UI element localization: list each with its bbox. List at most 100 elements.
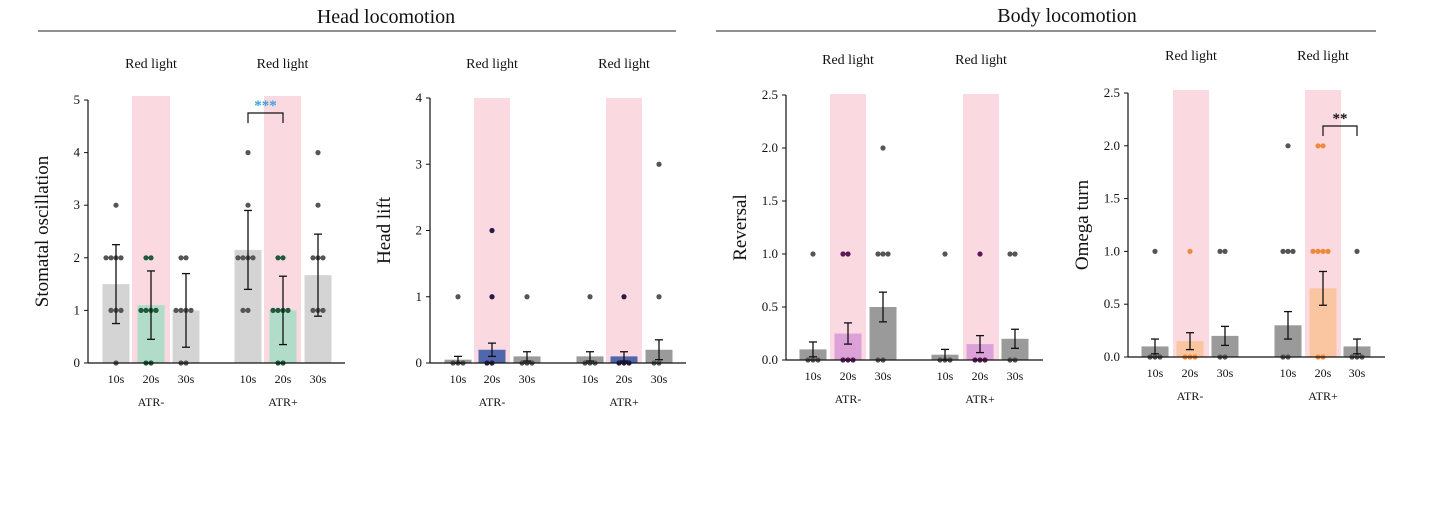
significance-marker-1: ** xyxy=(1333,111,1348,127)
data-point-ATR--30s xyxy=(178,255,184,261)
data-point-ATR+-30s xyxy=(656,294,662,300)
category-label-30s: 30s xyxy=(651,372,668,386)
red-light-label-2: Red light xyxy=(257,57,309,72)
y-tick-label: 2.5 xyxy=(762,87,778,102)
data-point-ATR--10s xyxy=(113,202,119,208)
data-point-ATR--30s xyxy=(875,251,881,257)
y-tick-label: 5 xyxy=(74,92,81,107)
data-point-ATR--30s xyxy=(178,307,184,313)
red-light-label-2: Red light xyxy=(598,57,650,72)
red-light-label-1: Red light xyxy=(466,57,518,72)
data-point-ATR--30s xyxy=(524,294,530,300)
data-point-ATR--20s xyxy=(148,255,154,261)
data-point-ATR+-20s xyxy=(1320,143,1326,149)
significance-bracket-1 xyxy=(247,112,284,123)
data-point-ATR+-10s xyxy=(587,294,593,300)
category-label-20s: 20s xyxy=(972,369,989,383)
data-point-ATR--30s xyxy=(885,251,891,257)
data-point-ATR+-30s xyxy=(315,202,321,208)
data-point-ATR+-10s xyxy=(942,251,948,257)
data-point-ATR--30s xyxy=(1217,248,1223,254)
data-point-ATR--30s xyxy=(188,307,194,313)
data-point-ATR--10s xyxy=(118,307,124,313)
red-light-label-1: Red light xyxy=(125,57,177,72)
data-point-ATR+-20s xyxy=(977,251,983,257)
data-point-ATR+-10s xyxy=(1290,248,1296,254)
y-tick-label: 0.5 xyxy=(1104,296,1120,311)
category-label-30s: 30s xyxy=(178,372,195,386)
category-label-20s: 20s xyxy=(840,369,857,383)
data-point-ATR+-20s xyxy=(285,307,291,313)
y-tick-label: 2 xyxy=(416,223,423,238)
red-light-region-1 xyxy=(1173,90,1209,357)
data-point-ATR+-10s xyxy=(1280,248,1286,254)
data-point-ATR--20s xyxy=(489,227,495,234)
data-point-ATR+-30s xyxy=(1007,251,1013,257)
y-tick-label: 3 xyxy=(74,197,81,212)
category-label-20s: 20s xyxy=(143,372,160,386)
bar-ATR+-30s xyxy=(1001,338,1029,360)
red-light-label-1: Red light xyxy=(1165,49,1217,64)
data-point-ATR+-30s xyxy=(320,307,326,313)
y-tick-label: 0.5 xyxy=(762,299,778,314)
data-point-ATR--20s xyxy=(1187,248,1193,254)
section-title-head-locomotion: Head locomotion xyxy=(317,6,455,28)
data-point-ATR+-10s xyxy=(240,307,246,313)
group-label-ATR+: ATR+ xyxy=(965,392,995,406)
category-label-30s: 30s xyxy=(1349,366,1366,380)
y-tick-label: 1 xyxy=(74,302,81,317)
data-point-ATR--20s xyxy=(845,251,851,257)
data-point-ATR+-20s xyxy=(270,307,276,313)
data-point-ATR--20s xyxy=(840,251,846,257)
data-point-ATR--20s xyxy=(138,307,144,313)
y-tick-label: 4 xyxy=(74,145,81,160)
y-tick-label: 1.0 xyxy=(1104,243,1120,258)
red-light-region-2 xyxy=(606,98,642,363)
y-axis-label: Omega turn xyxy=(1072,179,1093,270)
y-tick-label: 0 xyxy=(416,355,423,370)
data-point-ATR+-10s xyxy=(245,150,251,156)
data-point-ATR+-30s xyxy=(320,255,326,261)
data-point-ATR+-20s xyxy=(275,255,281,261)
category-label-20s: 20s xyxy=(1315,366,1332,380)
data-point-ATR+-20s xyxy=(621,294,627,300)
data-point-ATR--10s xyxy=(1152,248,1158,254)
category-label-10s: 10s xyxy=(240,372,257,386)
y-axis-label: Stomatal oscillation xyxy=(32,155,53,307)
red-light-label-2: Red light xyxy=(1297,49,1349,64)
data-point-ATR--10s xyxy=(118,255,124,261)
chart-panel-3: Red light Red light 10s 20s 30s ATR- 10s 20s 30s… xyxy=(730,53,1043,406)
category-label-10s: 10s xyxy=(582,372,599,386)
data-point-ATR+-20s xyxy=(1325,248,1331,254)
category-label-30s: 30s xyxy=(1007,369,1024,383)
category-label-10s: 10s xyxy=(1280,366,1297,380)
category-label-30s: 30s xyxy=(1217,366,1234,380)
data-point-ATR--30s xyxy=(880,251,886,257)
data-point-ATR+-10s xyxy=(1285,143,1291,149)
category-label-20s: 20s xyxy=(484,372,501,386)
data-point-ATR+-30s xyxy=(1012,251,1018,257)
data-point-ATR--30s xyxy=(880,145,886,151)
data-point-ATR--10s xyxy=(455,294,461,300)
group-label-ATR+: ATR+ xyxy=(1308,389,1338,403)
data-point-ATR+-10s xyxy=(250,255,256,261)
category-label-10s: 10s xyxy=(108,372,125,386)
data-point-ATR+-10s xyxy=(1285,248,1291,254)
category-label-30s: 30s xyxy=(310,372,327,386)
y-tick-label: 1.0 xyxy=(762,246,778,261)
bar-ATR--30s xyxy=(1211,335,1239,357)
category-label-10s: 10s xyxy=(937,369,954,383)
data-point-ATR+-20s xyxy=(280,255,286,261)
group-label-ATR+: ATR+ xyxy=(268,395,298,409)
group-label-ATR-: ATR- xyxy=(479,395,506,409)
data-point-ATR+-10s xyxy=(235,255,241,261)
data-point-ATR+-30s xyxy=(310,255,316,261)
red-light-label-1: Red light xyxy=(822,53,874,68)
data-point-ATR+-20s xyxy=(275,307,281,313)
data-point-ATR+-10s xyxy=(240,255,246,261)
group-label-ATR-: ATR- xyxy=(835,392,862,406)
data-point-ATR+-30s xyxy=(310,307,316,313)
data-point-ATR--10s xyxy=(103,255,109,261)
data-point-ATR--20s xyxy=(489,294,495,300)
